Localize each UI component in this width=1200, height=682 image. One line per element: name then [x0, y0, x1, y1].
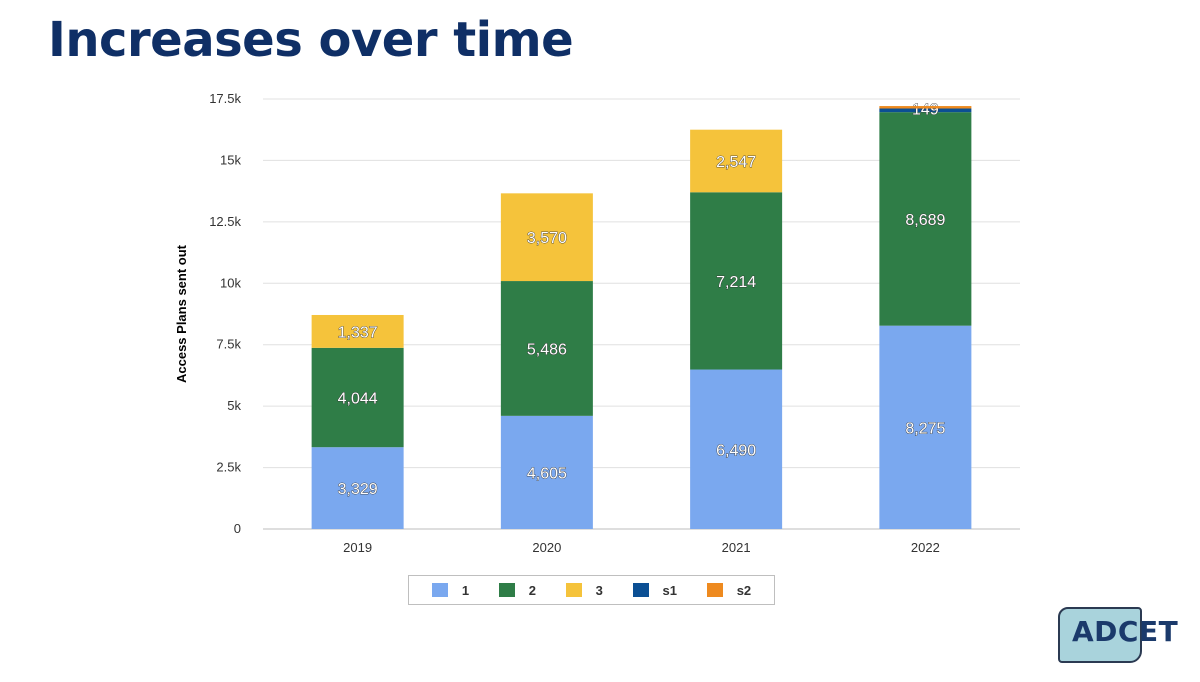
- legend-swatch: [431, 583, 448, 597]
- bar-value-label: 4,605: [527, 465, 567, 482]
- x-tick-label: 2021: [722, 540, 751, 555]
- logo-badge: [1058, 607, 1142, 663]
- bar-segment-2020-series-2: [500, 281, 593, 416]
- bar-segment-2022-series-s2: [879, 106, 972, 109]
- chart-legend: 1 2 3 s1 s2: [408, 575, 775, 605]
- legend-swatch: [632, 583, 649, 597]
- y-tick-label: 2.5k: [216, 460, 241, 475]
- y-tick-label: 12.5k: [209, 214, 241, 229]
- adcet-logo: ADCET: [1054, 603, 1194, 663]
- slide-title: Increases over time: [48, 12, 574, 68]
- legend-item-2: 2: [498, 582, 536, 598]
- bar-group-2020: 4,605 5,486 3,570: [500, 193, 593, 529]
- bar-value-label: 4,044: [338, 391, 378, 408]
- bar-group-2021: 6,490 7,214 2,547: [690, 129, 783, 529]
- bar-segment-2022-series-s1: [879, 108, 972, 113]
- logo-text: ADCET: [1072, 615, 1179, 648]
- legend-swatch: [498, 583, 515, 597]
- bar-segment-2022-series-2: [879, 112, 972, 326]
- bar-segment-2020-series-3: [500, 193, 593, 282]
- legend-label: 1: [461, 582, 470, 598]
- chart-bars: 3,329 4,044 1,337 4,605 5,486 3,570 6,490 7,214…: [311, 101, 972, 529]
- bar-value-label: 8,689: [905, 212, 945, 229]
- legend-item-s1: s1: [632, 582, 678, 598]
- legend-item-3: 3: [565, 582, 603, 598]
- bar-value-label: 5,486: [527, 341, 567, 358]
- x-tick-label: 2019: [343, 540, 372, 555]
- legend-swatch: [706, 583, 723, 597]
- bar-value-label: 1,337: [338, 324, 378, 341]
- legend-label: s2: [736, 582, 752, 598]
- bar-value-label: 149: [912, 102, 939, 119]
- bar-value-label: 7,214: [716, 274, 756, 291]
- bar-value-label: 8,275: [905, 420, 945, 437]
- legend-label: s1: [662, 582, 678, 598]
- x-tick-label: 2020: [532, 540, 561, 555]
- bar-segment-2022-series-1: [879, 325, 972, 529]
- y-tick-label: 7.5k: [216, 337, 241, 352]
- legend-label: 3: [595, 582, 603, 598]
- y-tick-label: 5k: [227, 398, 241, 413]
- x-tick-label: 2022: [911, 540, 940, 555]
- bar-segment-2021-series-2: [690, 192, 783, 370]
- bar-value-label: 6,490: [716, 442, 756, 459]
- bar-segment-2019-series-2: [311, 347, 404, 448]
- bar-value-label: 3,329: [338, 481, 378, 498]
- y-axis-ticks: 0 2.5k 5k 7.5k 10k 12.5k 15k 17.5k: [209, 91, 241, 536]
- legend-label: 2: [528, 582, 536, 598]
- legend-item-1: 1: [431, 582, 470, 598]
- bar-segment-2020-series-1: [500, 415, 593, 529]
- bar-segment-2021-series-3: [690, 129, 783, 193]
- bar-segment-2021-series-1: [690, 369, 783, 529]
- legend-swatch: [565, 583, 582, 597]
- y-tick-label: 15k: [220, 152, 241, 167]
- y-tick-label: 0: [234, 521, 241, 536]
- legend-item-s2: s2: [706, 582, 752, 598]
- y-tick-label: 10k: [220, 275, 241, 290]
- y-axis-label: Access Plans sent out: [174, 244, 189, 383]
- bar-segment-2019-series-3: [311, 314, 404, 348]
- y-tick-label: 17.5k: [209, 91, 241, 106]
- bar-value-label: 2,547: [716, 154, 756, 171]
- bar-group-2019: 3,329 4,044 1,337: [311, 314, 404, 529]
- bar-group-2022: 8,275 8,689 149: [879, 101, 972, 529]
- bar-segment-2019-series-1: [311, 447, 404, 529]
- bar-value-label: 3,570: [527, 230, 567, 247]
- x-axis-ticks: 2019 2020 2021 2022: [343, 540, 940, 555]
